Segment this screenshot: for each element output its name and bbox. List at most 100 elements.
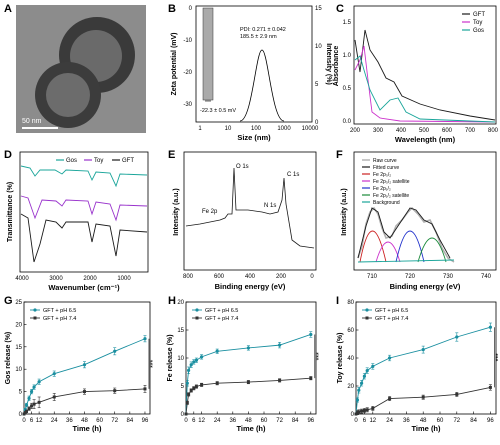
data-point: [52, 372, 56, 376]
x-tick-label: 720: [405, 274, 416, 280]
x-tick-label: 6: [363, 418, 367, 424]
x-tick-label: 6: [192, 418, 196, 424]
spectrum-toy: [354, 45, 496, 123]
y-tick-label: 0: [19, 412, 23, 418]
peak-label-c1s: C 1s: [287, 172, 299, 178]
zeta-label: -22.3 ± 0.5 mV: [200, 108, 236, 114]
x-tick-label: 500: [419, 128, 430, 134]
x-tick-label: 600: [442, 128, 453, 134]
data-point: [357, 388, 361, 392]
y-tick-label: 1.5: [343, 20, 352, 26]
x-tick-label: 72: [276, 418, 283, 424]
data-point: [421, 395, 425, 399]
x-tick-label: 84: [126, 418, 133, 424]
significance-label: ***: [150, 359, 157, 367]
x-tick-label: 36: [66, 418, 73, 424]
data-point: [185, 401, 189, 405]
data-point: [194, 358, 198, 362]
plot-frame: [183, 151, 317, 271]
data-point: [200, 355, 204, 359]
data-point: [32, 385, 36, 389]
data-point: [362, 374, 366, 378]
y-tick-label: 15: [177, 328, 184, 334]
right-tick-label: 0: [315, 120, 319, 126]
x-axis-ticks: 4000 3000 2000 1000: [15, 276, 131, 282]
x-axis-label: Time (h): [72, 424, 102, 433]
x-tick-label: 1: [198, 126, 202, 132]
data-point: [113, 349, 117, 353]
y-tick-label: 60: [347, 328, 354, 334]
data-point: [360, 409, 364, 413]
peak-label-fe2p: Fe 2p: [202, 209, 218, 215]
y-tick-label: 10: [177, 356, 184, 362]
x-tick-label: 0: [184, 418, 188, 424]
scale-bar-label: 50 nm: [22, 118, 42, 125]
legend-label: Fe 2p₁/₂: [373, 186, 391, 192]
legend: Raw curve Fitted curve Fe 2p₃/₂ Fe 2p₃/₂…: [362, 158, 410, 206]
data-point: [362, 409, 366, 412]
y-tick-label: 20: [177, 300, 184, 306]
x-tick-label: 24: [214, 418, 221, 424]
legend-label: Gos: [66, 158, 77, 164]
left-axis-ticks: 0 -10 -20 -30: [183, 6, 192, 108]
y-tick-label: 10: [15, 367, 22, 373]
x-tick-label: 200: [350, 128, 361, 134]
scale-bar: [22, 127, 58, 129]
data-point: [189, 363, 193, 367]
x-tick-label: 24: [386, 418, 393, 424]
legend-label: Raw curve: [373, 158, 397, 164]
series-line: [23, 338, 146, 415]
panel-letter-c: C: [336, 3, 344, 15]
x-tick-label: 600: [214, 274, 225, 280]
legend-label: Fe 2p₃/₂: [373, 172, 391, 178]
significance-label: ***: [495, 353, 500, 361]
legend-label: Fitted curve: [373, 165, 399, 171]
legend: GFT Toy Gos: [462, 12, 485, 34]
data-point: [278, 378, 282, 382]
right-axis-ticks: 15 10 5 0: [315, 6, 322, 126]
legend-marker: [365, 316, 369, 320]
x-tick-label: 6: [30, 418, 34, 424]
x-axis-label: Binding energy (eV): [390, 282, 461, 291]
legend-label: Fe 2p₃/₂ satellite: [373, 179, 410, 185]
x-tick-label: 36: [403, 418, 410, 424]
x-tick-label: 730: [443, 274, 454, 280]
x-tick-label: 48: [245, 418, 252, 424]
legend-marker: [365, 308, 369, 312]
plot-frame: [19, 151, 149, 273]
y-axis-label: Absorbance: [333, 46, 340, 87]
legend-marker: [33, 308, 37, 312]
data-point: [215, 349, 219, 353]
x-tick-label: 2000: [83, 276, 97, 282]
data-point: [309, 376, 313, 380]
panel-letter-h: H: [168, 295, 176, 307]
x-tick-label: 84: [470, 418, 477, 424]
x-tick-label: 300: [373, 128, 384, 134]
x-tick-label: 96: [142, 418, 149, 424]
legend-label: Background: [373, 200, 400, 206]
x-axis-ticks: 800 600 400 200 0: [183, 274, 314, 280]
x-tick-label: 60: [96, 418, 103, 424]
panel-letter-e: E: [168, 149, 175, 161]
y-tick-label: 20: [15, 322, 22, 328]
data-point: [371, 406, 375, 410]
x-axis-label: Wavenumber (cm⁻¹): [48, 283, 120, 292]
data-point: [143, 387, 147, 391]
tem-particles: [35, 17, 135, 128]
panel-letter-g: G: [4, 295, 13, 307]
y-axis-label: Fe release (%): [167, 334, 174, 381]
legend-label: GFT + pH 7.4: [375, 316, 408, 322]
legend-label: GFT: [473, 12, 485, 18]
legend-label: GFT + pH 6.5: [375, 308, 408, 314]
panel-f: F Raw curve Fitted curve Fe 2p₃/₂ Fe 2p₃…: [336, 149, 497, 291]
right-tick-label: 15: [315, 6, 322, 12]
ftir-toy: [20, 195, 148, 222]
zeta-bar: [202, 7, 214, 101]
x-tick-label: 36: [229, 418, 236, 424]
left-tick-label: -30: [183, 102, 192, 108]
y-axis-label: Gos release (%): [5, 332, 12, 385]
x-tick-label: 84: [292, 418, 299, 424]
